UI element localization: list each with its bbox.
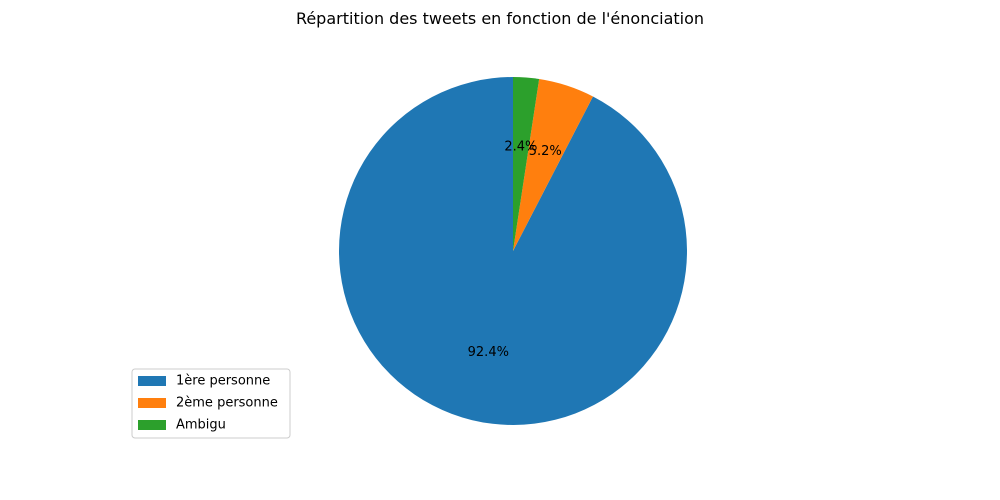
pie-slice-3 — [513, 77, 540, 251]
legend-swatch-3 — [138, 420, 166, 430]
legend: 1ère personne 2ème personne Ambigu — [131, 368, 291, 439]
legend-label-2: 2ème personne — [176, 396, 278, 411]
percent-labels: 92.4% 5.2%2.4% — [468, 139, 562, 360]
percent-label-3: 2.4% — [504, 139, 537, 154]
chart-title: Répartition des tweets en fonction de l'… — [296, 9, 704, 28]
legend-swatch-1 — [138, 376, 166, 386]
percent-label-1: 92.4% — [468, 345, 509, 360]
legend-label-3: Ambigu — [176, 418, 226, 433]
percent-label-2: 5.2% — [529, 144, 562, 159]
legend-label-1: 1ère personne — [176, 374, 270, 389]
pie-slices — [338, 77, 687, 425]
legend-swatch-2 — [138, 398, 166, 408]
legend-box — [131, 368, 291, 439]
pie-slice-2 — [513, 78, 593, 251]
